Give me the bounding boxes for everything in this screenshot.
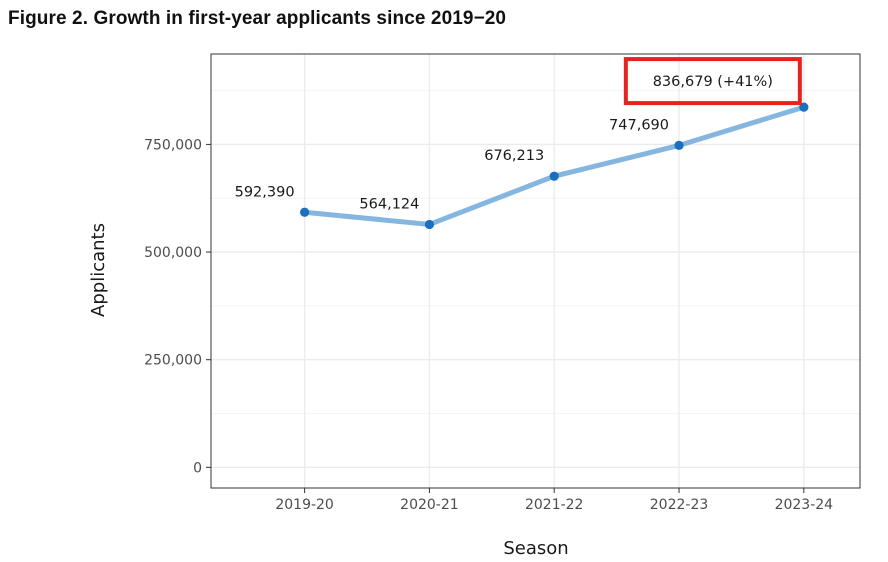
data-label: 747,690 [609,117,669,133]
data-label: 564,124 [359,196,419,212]
y-axis-title: Applicants [88,223,109,317]
y-tick-label: 500,000 [144,245,202,261]
data-point [300,207,310,217]
x-tick-label: 2020-21 [400,497,459,513]
x-tick-label: 2022-23 [650,497,709,513]
y-tick-label: 250,000 [144,353,202,369]
series-layer [300,102,809,230]
data-point [674,140,684,151]
x-tick-label: 2021-22 [525,497,584,513]
x-tick-label: 2019-20 [275,497,334,513]
y-tick-label: 0 [193,460,202,476]
highlight-box [623,57,802,106]
figure-title: Figure 2. Growth in first-year applicant… [8,8,507,29]
plot-panel [211,54,860,488]
data-point [549,171,559,181]
data-label: 676,213 [484,148,544,164]
plot-panel-border [210,53,861,489]
y-tick-label: 750,000 [144,137,202,153]
data-label-highlighted: 836,679 (+41%) [653,74,773,90]
grid-layer [211,54,860,488]
data-label-layer: 592,390 564,124 676,213 747,690 836,679 (+41… [235,57,802,212]
x-tick-label: 2023-24 [775,497,834,513]
data-point [424,219,435,230]
x-axis-title: Season [503,538,568,559]
data-label: 592,390 [235,184,295,200]
axes-layer: 0 250,000 500,000 750,000 2019-20 2020-21 2021… [144,53,861,513]
